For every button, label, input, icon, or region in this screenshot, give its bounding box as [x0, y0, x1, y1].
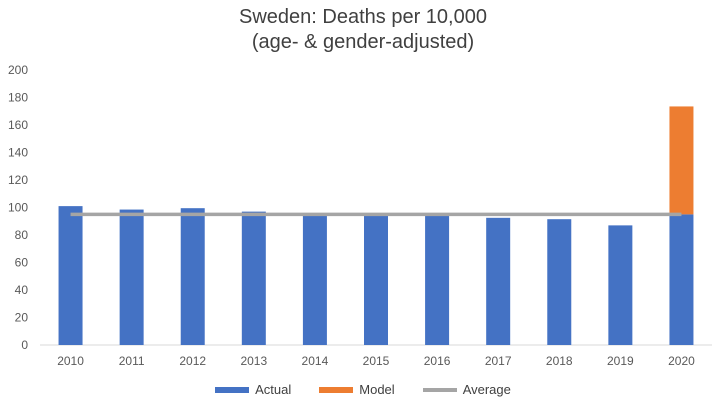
y-tick-label: 100: [8, 201, 28, 215]
x-tick-label: 2011: [119, 354, 145, 368]
bar-actual-2014: [302, 215, 327, 345]
x-tick-label: 2017: [485, 354, 512, 368]
bar-actual-2011: [119, 209, 144, 345]
bar-actual-2015: [364, 215, 388, 345]
bar-actual-2018: [547, 219, 572, 345]
bar-actual-2013: [241, 211, 266, 345]
legend-label: Average: [462, 382, 511, 397]
bar-chart: 0 20 40 60 80 100 120 140 160 180 200 2010 2011 2012 2…: [8, 63, 712, 368]
bar-actual-2016: [425, 215, 450, 345]
legend-item-actual: Actual: [215, 382, 291, 397]
chart-legend: Actual Model Average: [0, 382, 726, 397]
legend-label: Model: [359, 382, 395, 397]
y-tick-label: 140: [8, 146, 28, 160]
bar-actual-2017: [486, 217, 511, 345]
x-tick-label: 2016: [424, 354, 451, 368]
legend-swatch: [422, 387, 457, 392]
y-tick-label: 120: [8, 173, 28, 187]
y-tick-label: 40: [15, 283, 29, 297]
y-tick-label: 60: [15, 256, 29, 270]
x-tick-label: 2018: [546, 354, 573, 368]
x-tick-label: 2019: [607, 354, 634, 368]
x-tick-label: 2014: [302, 354, 329, 368]
legend-item-average: Average: [422, 382, 511, 397]
y-tick-label: 180: [8, 91, 28, 105]
bar-actual-2010: [58, 206, 83, 345]
chart-subtitle: (age- & gender-adjusted): [251, 31, 475, 53]
legend-label: Actual: [255, 382, 292, 397]
x-tick-label: 2013: [240, 354, 267, 368]
x-tick-label: 2020: [668, 354, 695, 368]
y-tick-label: 200: [8, 63, 28, 77]
bar-actual-2019: [608, 225, 633, 345]
y-tick-label: 20: [15, 311, 29, 325]
x-tick-label: 2010: [57, 354, 84, 368]
y-tick-label: 0: [21, 338, 28, 352]
bar-actual-2020: [669, 214, 694, 345]
legend-swatch: [215, 386, 250, 393]
y-tick-label: 80: [15, 228, 29, 242]
bar-model-2020: [669, 106, 694, 215]
x-tick-label: 2012: [179, 354, 206, 368]
y-tick-label: 160: [8, 118, 28, 132]
legend-swatch: [319, 386, 354, 393]
legend-item-model: Model: [319, 382, 395, 397]
chart-title: Sweden: Deaths per 10,000: [239, 6, 487, 28]
bar-actual-2012: [180, 208, 205, 345]
x-tick-label: 2015: [363, 354, 390, 368]
